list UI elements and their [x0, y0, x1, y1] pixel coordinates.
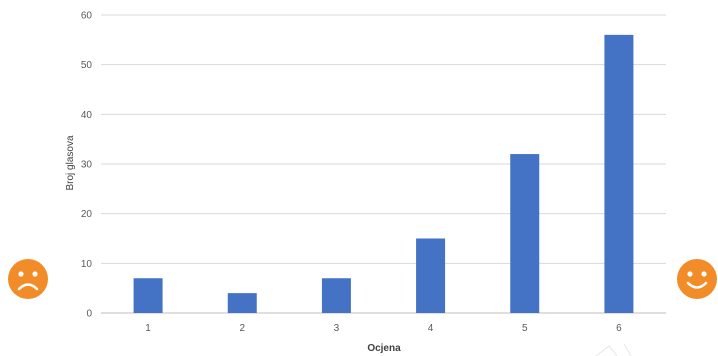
x-axis-ticks: 1 2 3 4 5 6 — [145, 323, 622, 334]
x-tick-label: 1 — [145, 323, 151, 334]
y-tick-label: 30 — [81, 160, 93, 171]
y-tick-label: 50 — [81, 60, 93, 71]
x-tick-label: 6 — [616, 323, 622, 334]
y-tick-label: 10 — [81, 259, 93, 270]
bars — [133, 34, 634, 313]
x-tick-label: 3 — [334, 323, 340, 334]
y-axis-ticks: 0 10 20 30 40 50 60 — [81, 11, 93, 320]
x-tick-label: 2 — [239, 323, 245, 334]
cursor-arrow-icon — [595, 343, 632, 356]
x-axis-title: Ocjena — [367, 343, 401, 354]
bar-6 — [604, 34, 634, 313]
bar-1 — [133, 278, 163, 313]
bar-2 — [227, 293, 257, 313]
bar-5 — [510, 154, 540, 313]
x-tick-label: 4 — [428, 323, 434, 334]
sad-face-icon — [8, 259, 48, 299]
y-tick-label: 0 — [86, 309, 92, 320]
x-tick-label: 5 — [522, 323, 528, 334]
y-tick-label: 60 — [81, 11, 93, 22]
bar-3 — [321, 278, 351, 313]
happy-face-icon — [677, 259, 717, 299]
gridlines — [101, 14, 666, 264]
y-axis-title: Broj glasova — [65, 135, 76, 190]
y-tick-label: 20 — [81, 209, 93, 220]
bar-4 — [416, 238, 446, 313]
y-tick-label: 40 — [81, 110, 93, 121]
